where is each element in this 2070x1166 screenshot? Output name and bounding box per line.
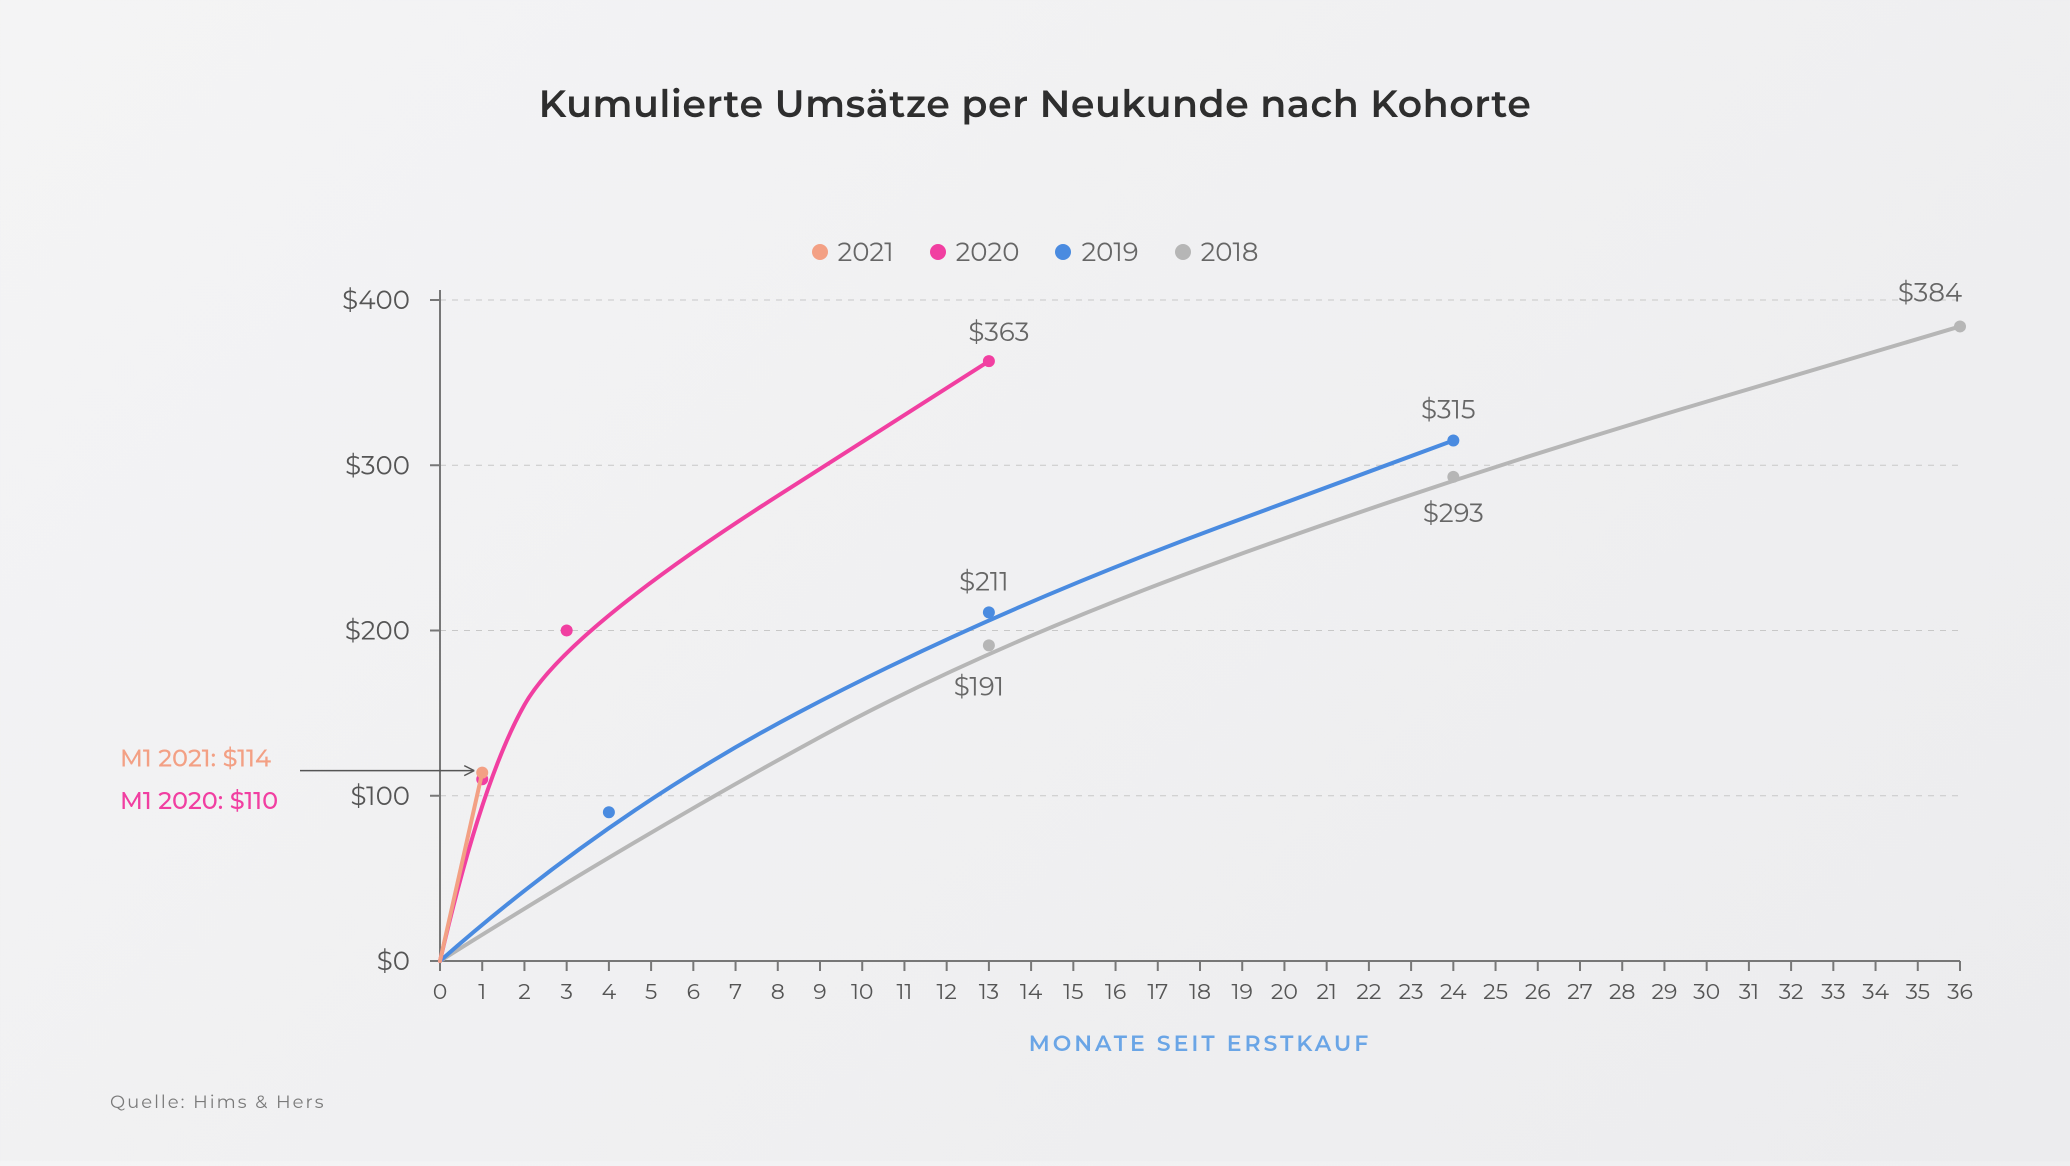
point-label: $384 xyxy=(1898,276,1962,308)
x-tick-label: 2 xyxy=(518,978,531,1005)
x-tick-label: 3 xyxy=(560,978,572,1005)
x-tick-label: 19 xyxy=(1232,978,1253,1005)
point-label: $315 xyxy=(1421,393,1476,425)
point-label: $363 xyxy=(968,316,1029,348)
x-tick-label: 36 xyxy=(1947,978,1973,1005)
data-point xyxy=(561,625,573,637)
x-tick-label: 31 xyxy=(1739,978,1759,1005)
x-tick-label: 10 xyxy=(851,978,874,1005)
y-tick-label: $0 xyxy=(377,945,410,977)
legend-label: 2021 xyxy=(838,236,894,268)
point-label: $191 xyxy=(954,670,1004,702)
x-tick-label: 33 xyxy=(1821,978,1846,1005)
data-point xyxy=(1447,434,1459,446)
x-tick-label: 30 xyxy=(1693,978,1720,1005)
x-tick-label: 20 xyxy=(1271,978,1298,1005)
data-point xyxy=(1954,320,1966,332)
x-tick-label: 12 xyxy=(936,978,956,1005)
x-tick-label: 28 xyxy=(1609,978,1636,1005)
legend-dot-icon xyxy=(1175,244,1191,260)
legend-dot-icon xyxy=(1055,244,1071,260)
x-tick-label: 16 xyxy=(1105,978,1126,1005)
x-tick-label: 35 xyxy=(1905,978,1930,1005)
legend-item-2018: 2018 xyxy=(1175,236,1259,268)
x-tick-label: 32 xyxy=(1779,978,1804,1005)
callout-label: M1 2020: $110 xyxy=(120,787,278,816)
x-tick-label: 18 xyxy=(1189,978,1211,1005)
data-point xyxy=(603,806,615,818)
x-tick-label: 26 xyxy=(1525,978,1551,1005)
x-tick-label: 14 xyxy=(1020,978,1043,1005)
point-label: $211 xyxy=(959,565,1009,597)
legend-dot-icon xyxy=(812,244,828,260)
data-point xyxy=(983,639,995,651)
legend-label: 2020 xyxy=(956,236,1020,268)
legend-dot-icon xyxy=(930,244,946,260)
y-tick-label: $100 xyxy=(350,780,410,812)
callout-label: M1 2021: $114 xyxy=(120,745,271,774)
x-tick-label: 17 xyxy=(1147,978,1168,1005)
x-tick-label: 25 xyxy=(1483,978,1508,1005)
data-point xyxy=(983,355,995,367)
x-tick-label: 24 xyxy=(1440,978,1467,1005)
x-tick-label: 9 xyxy=(813,978,826,1005)
legend-label: 2018 xyxy=(1201,236,1259,268)
x-tick-label: 7 xyxy=(729,978,742,1005)
x-tick-label: 11 xyxy=(896,978,912,1005)
data-point xyxy=(983,606,995,618)
y-tick-label: $200 xyxy=(345,615,410,647)
x-tick-label: 13 xyxy=(979,978,999,1005)
x-tick-label: 4 xyxy=(602,978,617,1005)
legend-item-2021: 2021 xyxy=(812,236,894,268)
x-tick-label: 34 xyxy=(1862,978,1889,1005)
chart-title: Kumulierte Umsätze per Neukunde nach Koh… xyxy=(0,80,2070,127)
x-tick-label: 22 xyxy=(1356,978,1381,1005)
legend: 2021 2020 2019 2018 xyxy=(0,235,2070,268)
x-tick-label: 29 xyxy=(1651,978,1677,1005)
x-tick-label: 1 xyxy=(478,978,486,1005)
x-axis-label: MONATE SEIT ERSTKAUF xyxy=(1029,1030,1372,1057)
series-2020 xyxy=(440,361,989,961)
y-tick-label: $300 xyxy=(345,449,410,481)
x-tick-label: 15 xyxy=(1063,978,1083,1005)
series-2018 xyxy=(440,326,1960,961)
source-footnote: Quelle: Hims & Hers xyxy=(110,1091,325,1113)
data-point xyxy=(1447,471,1459,483)
x-tick-label: 8 xyxy=(771,978,785,1005)
x-tick-label: 27 xyxy=(1567,978,1592,1005)
x-tick-label: 21 xyxy=(1316,978,1336,1005)
y-tick-label: $400 xyxy=(342,284,410,316)
cohort-chart: $0$100$200$300$4000123456789101112131415… xyxy=(0,0,2070,1161)
x-tick-label: 0 xyxy=(433,978,448,1005)
series-2019 xyxy=(440,440,1453,961)
data-point xyxy=(476,767,488,779)
point-label: $293 xyxy=(1423,497,1484,529)
x-tick-label: 5 xyxy=(645,978,657,1005)
legend-item-2020: 2020 xyxy=(930,236,1020,268)
legend-label: 2019 xyxy=(1081,236,1138,268)
x-tick-label: 23 xyxy=(1399,978,1424,1005)
x-tick-label: 6 xyxy=(687,978,700,1005)
legend-item-2019: 2019 xyxy=(1055,236,1138,268)
